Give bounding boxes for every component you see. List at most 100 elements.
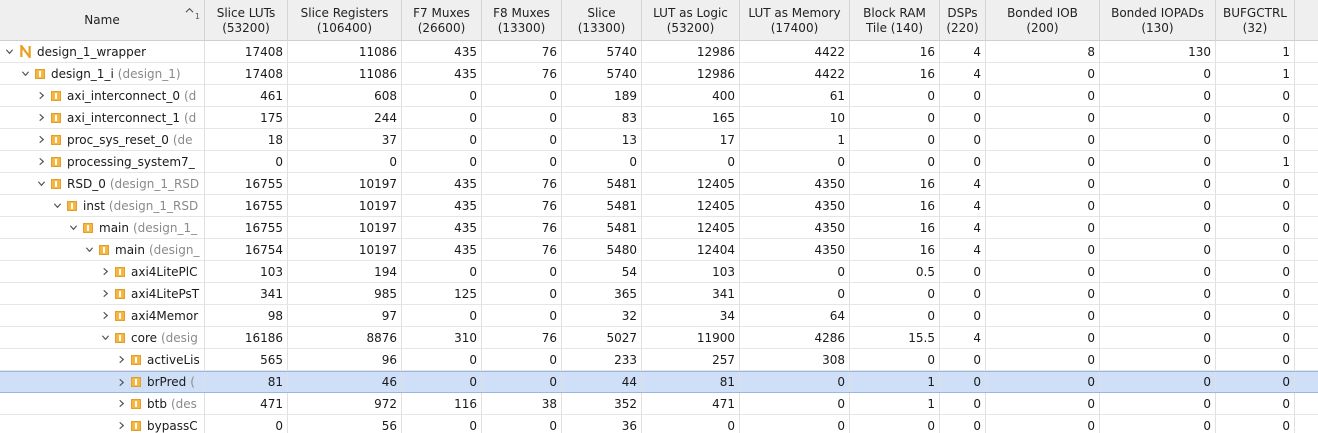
cell-lut-as-logic: 11900 <box>642 327 740 348</box>
instance-name: main <box>115 242 145 257</box>
table-row[interactable]: main (design_1_ 16755 10197 435 76 5481 12405 43… <box>0 217 1318 239</box>
chevron-right-icon[interactable] <box>33 110 49 126</box>
cell-lut-as-logic: 400 <box>642 85 740 106</box>
name-cell[interactable]: axi_interconnect_1 (d <box>0 107 205 128</box>
name-cell[interactable]: proc_sys_reset_0 (de <box>0 129 205 150</box>
chevron-down-icon[interactable] <box>97 330 113 346</box>
cell-slice-registers: 608 <box>288 85 402 106</box>
name-cell[interactable]: axi_interconnect_0 (d <box>0 85 205 106</box>
name-cell[interactable]: RSD_0 (design_1_RSD <box>0 173 205 194</box>
cell-bonded-iob: 0 <box>986 393 1100 414</box>
cell-f8-muxes: 0 <box>482 85 562 106</box>
column-header-bonded-iob[interactable]: Bonded IOB (200) <box>986 0 1100 41</box>
name-cell[interactable]: inst (design_1_RSD <box>0 195 205 216</box>
name-cell[interactable]: axi4LitePsT <box>0 283 205 304</box>
chevron-down-icon[interactable] <box>17 66 33 82</box>
table-row[interactable]: axi4Memor 98 97 0 0 32 34 64 0 0 0 0 0 <box>0 305 1318 327</box>
name-cell[interactable]: main (design_1_ <box>0 217 205 238</box>
module-name: (d <box>183 110 197 125</box>
cell-dsps: 0 <box>940 107 986 128</box>
table-row[interactable]: design_1_wrapper 17408 11086 435 76 5740 12986… <box>0 41 1318 63</box>
name-cell[interactable]: axi4Memor <box>0 305 205 326</box>
column-header-dsps[interactable]: DSPs (220) <box>940 0 986 41</box>
cell-f7-muxes: 116 <box>402 393 482 414</box>
cell-bonded-iob: 0 <box>986 372 1100 392</box>
chevron-down-icon[interactable] <box>1 44 17 60</box>
chevron-right-icon[interactable] <box>97 308 113 324</box>
table-row[interactable]: RSD_0 (design_1_RSD 16755 10197 435 76 5481 124… <box>0 173 1318 195</box>
chevron-right-icon[interactable] <box>113 418 129 433</box>
column-header-label: LUT as Memory (17400) <box>748 5 841 35</box>
name-cell[interactable]: bypassC <box>0 415 205 433</box>
chevron-right-icon[interactable] <box>97 264 113 280</box>
column-header-block-ram-tile[interactable]: Block RAM Tile (140) <box>850 0 940 41</box>
cell-bonded-iopads: 0 <box>1100 327 1216 348</box>
column-header-slice-luts[interactable]: Slice LUTs (53200) <box>205 0 288 41</box>
chevron-right-icon[interactable] <box>97 286 113 302</box>
cell-slice-luts: 565 <box>205 349 288 370</box>
cell-bonded-iob: 0 <box>986 305 1100 326</box>
column-header-label: Slice (13300) <box>577 5 626 35</box>
column-header-f8-muxes[interactable]: F8 Muxes (13300) <box>482 0 562 41</box>
cell-lut-as-logic: 12404 <box>642 239 740 260</box>
chevron-right-icon[interactable] <box>113 352 129 368</box>
table-row[interactable]: inst (design_1_RSD 16755 10197 435 76 5481 1240… <box>0 195 1318 217</box>
cell-f8-muxes: 76 <box>482 195 562 216</box>
module-name: (design_1_ <box>132 220 198 235</box>
cell-block-ram-tile: 16 <box>850 173 940 194</box>
name-cell[interactable]: core (desig <box>0 327 205 348</box>
chevron-down-icon[interactable] <box>81 242 97 258</box>
name-cell[interactable]: axi4LitePlC <box>0 261 205 282</box>
table-row[interactable]: axi_interconnect_1 (d 175 244 0 0 83 165 10 0 0 0 0 0 <box>0 107 1318 129</box>
cell-slice-registers: 194 <box>288 261 402 282</box>
cell-lut-as-memory: 0 <box>740 151 850 172</box>
name-cell[interactable]: processing_system7_ <box>0 151 205 172</box>
name-cell[interactable]: brPred( <box>0 372 205 392</box>
column-header-lut-as-logic[interactable]: LUT as Logic (53200) <box>642 0 740 41</box>
cell-f8-muxes: 76 <box>482 217 562 238</box>
chevron-right-icon[interactable] <box>33 132 49 148</box>
chevron-right-icon[interactable] <box>113 396 129 412</box>
chevron-down-icon[interactable] <box>49 198 65 214</box>
cell-bonded-iopads: 0 <box>1100 195 1216 216</box>
table-row[interactable]: core (desig 16186 8876 310 76 5027 11900 4286 15.… <box>0 327 1318 349</box>
chevron-right-icon[interactable] <box>33 88 49 104</box>
column-header-slice[interactable]: Slice (13300) <box>562 0 642 41</box>
table-row[interactable]: axi_interconnect_0 (d 461 608 0 0 189 400 61 0 0 0 0… <box>0 85 1318 107</box>
cell-slice-registers: 56 <box>288 415 402 433</box>
cell-lut-as-memory: 308 <box>740 349 850 370</box>
cell-slice: 5740 <box>562 41 642 62</box>
name-cell[interactable]: design_1_wrapper <box>0 41 205 62</box>
cell-bonded-iopads: 0 <box>1100 63 1216 84</box>
cell-slice: 32 <box>562 305 642 326</box>
name-cell[interactable]: btb (des <box>0 393 205 414</box>
chevron-right-icon[interactable] <box>113 374 129 390</box>
column-header-f7-muxes[interactable]: F7 Muxes (26600) <box>402 0 482 41</box>
name-cell[interactable]: design_1_i (design_1) <box>0 63 205 84</box>
table-row[interactable]: processing_system7_ 0 0 0 0 0 0 0 0 0 0 0 1 <box>0 151 1318 173</box>
table-row[interactable]: activeLis 565 96 0 0 233 257 308 0 0 0 0 0 <box>0 349 1318 371</box>
cell-block-ram-tile: 0 <box>850 349 940 370</box>
name-cell[interactable]: activeLis <box>0 349 205 370</box>
table-row[interactable]: btb (des 471 972 116 38 352 471 0 1 0 0 0 0 <box>0 393 1318 415</box>
table-row[interactable]: axi4LitePlC 103 194 0 0 54 103 0 0.5 0 0 0 0 <box>0 261 1318 283</box>
cell-bufgctrl: 0 <box>1216 107 1295 128</box>
column-header-slice-registers[interactable]: Slice Registers (106400) <box>288 0 402 41</box>
table-row[interactable]: bypassC 0 56 0 0 36 0 0 0 0 0 0 0 <box>0 415 1318 433</box>
table-row[interactable]: brPred(81 46 0 0 44 81 0 1 0 0 0 0 <box>0 371 1318 393</box>
instance-icon <box>51 112 61 123</box>
table-row[interactable]: design_1_i (design_1) 17408 11086 435 76 5740 1… <box>0 63 1318 85</box>
table-row[interactable]: axi4LitePsT 341 985 125 0 365 341 0 0 0 0 0 0 <box>0 283 1318 305</box>
column-header-bonded-iopads[interactable]: Bonded IOPADs (130) <box>1100 0 1216 41</box>
table-row[interactable]: main (design_ 16754 10197 435 76 5480 12404 4350… <box>0 239 1318 261</box>
column-header-name[interactable]: Name 1 <box>0 0 205 41</box>
chevron-right-icon[interactable] <box>33 154 49 170</box>
table-row[interactable]: proc_sys_reset_0 (de 18 37 0 0 13 17 1 0 0 0 0 0 <box>0 129 1318 151</box>
chevron-down-icon[interactable] <box>65 220 81 236</box>
cell-bonded-iob: 0 <box>986 195 1100 216</box>
column-header-bufgctrl[interactable]: BUFGCTRL (32) <box>1216 0 1295 41</box>
chevron-down-icon[interactable] <box>33 176 49 192</box>
cell-slice-registers: 11086 <box>288 63 402 84</box>
column-header-lut-as-memory[interactable]: LUT as Memory (17400) <box>740 0 850 41</box>
name-cell[interactable]: main (design_ <box>0 239 205 260</box>
